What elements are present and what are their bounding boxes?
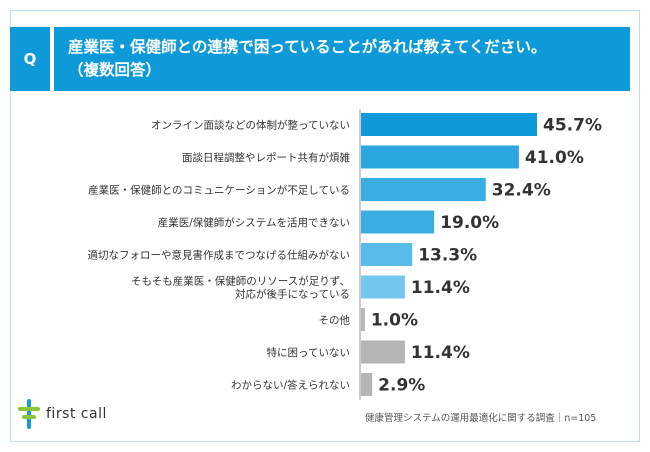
first-call-logo: first call bbox=[18, 399, 107, 429]
bar-9 bbox=[361, 373, 373, 396]
question-badge: Q bbox=[10, 27, 50, 91]
logo-text: first call bbox=[46, 406, 107, 422]
bars-layer: オンライン面談などの体制が整っていない 45.7% 面談日程調整やレポート共有が煩雑… bbox=[88, 109, 602, 400]
bar-5 bbox=[361, 243, 413, 266]
category-label-1: オンライン面談などの体制が整っていない bbox=[151, 119, 350, 132]
category-label-4: 産業医/保健師がシステムを活用できない bbox=[158, 216, 350, 229]
survey-source: 健康管理システムの運用最適化に関する調査｜n=105 bbox=[365, 413, 597, 424]
category-label-3: 産業医・保健師とのコミュニケーションが不足している bbox=[88, 184, 350, 197]
bar-7 bbox=[361, 308, 365, 331]
value-label-7: 1.0% bbox=[371, 311, 418, 331]
question-line-1: 産業医・保健師との連携で困っていることがあれば教えてください。 bbox=[68, 38, 547, 56]
category-label-7: その他 bbox=[319, 314, 351, 327]
bar-3 bbox=[361, 178, 486, 201]
value-label-5: 13.3% bbox=[418, 246, 477, 266]
question-line-2: （複数回答） bbox=[68, 61, 162, 79]
value-label-8: 11.4% bbox=[411, 343, 470, 363]
value-label-3: 32.4% bbox=[492, 181, 551, 201]
bar-8 bbox=[361, 340, 405, 364]
category-label-5: 適切なフォローや意見書作成までつなげる仕組みがない bbox=[88, 249, 351, 262]
category-label-9: わからない/答えられない bbox=[231, 379, 350, 392]
category-label-2: 面談日程調整やレポート共有が煩雑 bbox=[182, 151, 350, 164]
value-label-2: 41.0% bbox=[525, 148, 584, 168]
category-label-8: 特に困っていない bbox=[267, 347, 350, 359]
question-title: 産業医・保健師との連携で困っていることがあれば教えてください。 （複数回答） bbox=[54, 27, 630, 91]
bar-4 bbox=[361, 210, 435, 234]
value-label-4: 19.0% bbox=[440, 213, 499, 233]
bar-1 bbox=[361, 113, 537, 136]
bar-6 bbox=[361, 275, 405, 299]
bar-2 bbox=[361, 145, 519, 169]
category-label-6-line-2: 対応が後手になっている bbox=[235, 288, 350, 301]
value-label-1: 45.7% bbox=[543, 116, 602, 136]
first-call-logo-icon bbox=[18, 399, 40, 429]
category-label-6-line-1: そもそも産業医・保健師のリソースが足りず、 bbox=[131, 275, 350, 288]
value-label-9: 2.9% bbox=[378, 376, 425, 396]
value-label-6: 11.4% bbox=[411, 278, 470, 298]
